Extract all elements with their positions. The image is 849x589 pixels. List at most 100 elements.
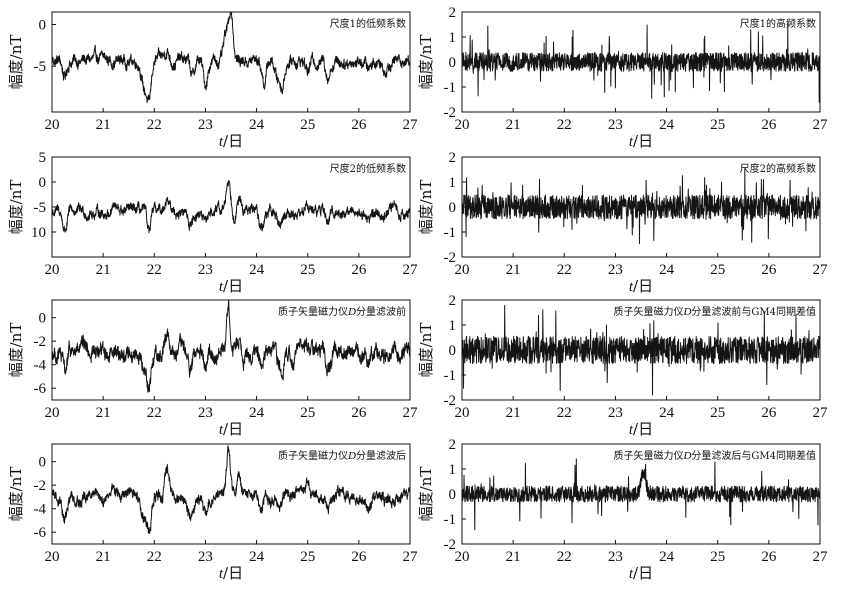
x-axis-label: t/日 xyxy=(629,420,653,438)
x-tick-label: 25 xyxy=(300,117,315,133)
x-tick-label: 22 xyxy=(557,262,572,278)
x-tick-label: 23 xyxy=(198,405,213,421)
y-tick-label: -2 xyxy=(34,478,47,494)
y-tick-label: 1 xyxy=(449,30,457,46)
y-tick-label: 0 xyxy=(39,175,47,191)
x-tick-label: 24 xyxy=(249,117,265,133)
x-tick-label: 27 xyxy=(813,405,829,421)
y-tick-label: -1 xyxy=(444,368,457,384)
y-tick-label: 0 xyxy=(449,55,457,71)
y-tick-label: -5 xyxy=(34,59,47,75)
chart-panel-5: 20 21 22 23 24 25 26 27 0 -2 -4 -6 幅度/nT t/日 质子矢量磁力仪D分… xyxy=(7,299,419,438)
panel-title: 质子矢量磁力仪D分量滤波后 xyxy=(278,449,406,462)
x-tick-label: 25 xyxy=(710,117,725,133)
y-tick-label: 1 xyxy=(449,462,457,478)
x-tick-label: 27 xyxy=(403,117,419,133)
panel-title: 尺度2的高频系数 xyxy=(740,162,816,175)
x-tick-label: 21 xyxy=(96,549,111,565)
x-tick-label: 21 xyxy=(506,405,521,421)
y-tick-label: -2 xyxy=(444,250,457,266)
y-tick-label: 5 xyxy=(39,150,47,166)
x-tick-label: 27 xyxy=(403,405,419,421)
y-tick-label: 0 xyxy=(449,200,457,216)
panel-title: 质子矢量磁力仪D分量滤波前与GM4同期差值 xyxy=(613,305,816,318)
x-tick-label: 21 xyxy=(96,405,111,421)
x-tick-label: 23 xyxy=(198,117,213,133)
y-tick-label: 2 xyxy=(449,437,457,453)
x-tick-label: 20 xyxy=(455,117,470,133)
x-tick-label: 21 xyxy=(506,262,521,278)
y-tick-label: 2 xyxy=(449,293,457,309)
panel-title: 尺度1的低频系数 xyxy=(330,17,406,30)
x-tick-label: 21 xyxy=(96,117,111,133)
x-tick-label: 20 xyxy=(455,262,470,278)
plot-frame xyxy=(51,299,411,401)
y-axis-label: 幅度/nT xyxy=(417,323,435,378)
x-tick-label: 26 xyxy=(761,549,777,565)
panel-title: 尺度2的低频系数 xyxy=(330,162,406,175)
x-tick-label: 26 xyxy=(351,117,367,133)
y-tick-label: -6 xyxy=(34,381,47,397)
y-axis-label: 幅度/nT xyxy=(417,467,435,522)
plot-frame xyxy=(51,443,411,545)
x-tick-label: 23 xyxy=(198,549,213,565)
x-tick-label: 26 xyxy=(351,405,367,421)
x-tick-label: 21 xyxy=(96,262,111,278)
y-axis-label: 幅度/nT xyxy=(7,467,25,522)
y-tick-label: 0 xyxy=(449,487,457,503)
x-tick-label: 22 xyxy=(557,117,572,133)
y-tick-label: -1 xyxy=(444,80,457,96)
y-tick-label: -4 xyxy=(34,358,47,374)
series-line xyxy=(462,23,820,103)
plot-frame xyxy=(51,11,411,113)
x-tick-label: 27 xyxy=(403,549,419,565)
x-tick-label: 25 xyxy=(710,549,725,565)
y-tick-label: -1 xyxy=(444,225,457,241)
y-tick-label: -1 xyxy=(444,512,457,528)
panel-title: 质子矢量磁力仪D分量滤波后与GM4同期差值 xyxy=(613,449,816,462)
y-tick-label: 1 xyxy=(449,318,457,334)
x-tick-label: 20 xyxy=(45,549,60,565)
y-tick-label: 2 xyxy=(449,150,457,166)
y-tick-label: 1 xyxy=(449,175,457,191)
y-axis-label: 幅度/nT xyxy=(417,35,435,90)
x-axis-label: t/日 xyxy=(219,277,243,295)
x-tick-label: 22 xyxy=(147,405,162,421)
x-tick-label: 22 xyxy=(147,117,162,133)
y-tick-label: 0 xyxy=(449,343,457,359)
y-axis-label: 幅度/nT xyxy=(7,180,25,235)
series-line xyxy=(52,180,410,234)
series-line xyxy=(52,300,410,393)
series-line xyxy=(462,458,820,531)
x-axis-label: t/日 xyxy=(629,564,653,582)
x-tick-label: 27 xyxy=(813,262,829,278)
x-tick-label: 26 xyxy=(351,549,367,565)
y-tick-label: -2 xyxy=(444,393,457,409)
x-axis-label: t/日 xyxy=(629,132,653,150)
x-tick-label: 24 xyxy=(249,549,265,565)
y-tick-label: -2 xyxy=(444,537,457,553)
x-tick-label: 26 xyxy=(761,405,777,421)
x-tick-label: 23 xyxy=(608,405,623,421)
x-tick-label: 20 xyxy=(45,262,60,278)
chart-panel-7: 20 21 22 23 24 25 26 27 0 -2 -4 -6 幅度/nT t/日 质子矢量磁力仪D分… xyxy=(7,443,419,582)
x-tick-label: 25 xyxy=(300,549,315,565)
x-axis-label: t/日 xyxy=(219,420,243,438)
x-tick-label: 26 xyxy=(761,262,777,278)
x-tick-label: 20 xyxy=(455,549,470,565)
x-tick-label: 25 xyxy=(300,262,315,278)
x-tick-label: 26 xyxy=(351,262,367,278)
y-tick-label: 0 xyxy=(39,18,47,34)
x-tick-label: 24 xyxy=(659,262,675,278)
x-tick-label: 22 xyxy=(557,549,572,565)
x-tick-label: 26 xyxy=(761,117,777,133)
x-tick-label: 22 xyxy=(557,405,572,421)
x-tick-label: 27 xyxy=(813,117,829,133)
x-tick-label: 25 xyxy=(710,405,725,421)
y-tick-label: 0 xyxy=(39,455,47,471)
x-tick-label: 24 xyxy=(659,405,675,421)
y-tick-label: -2 xyxy=(444,105,457,121)
